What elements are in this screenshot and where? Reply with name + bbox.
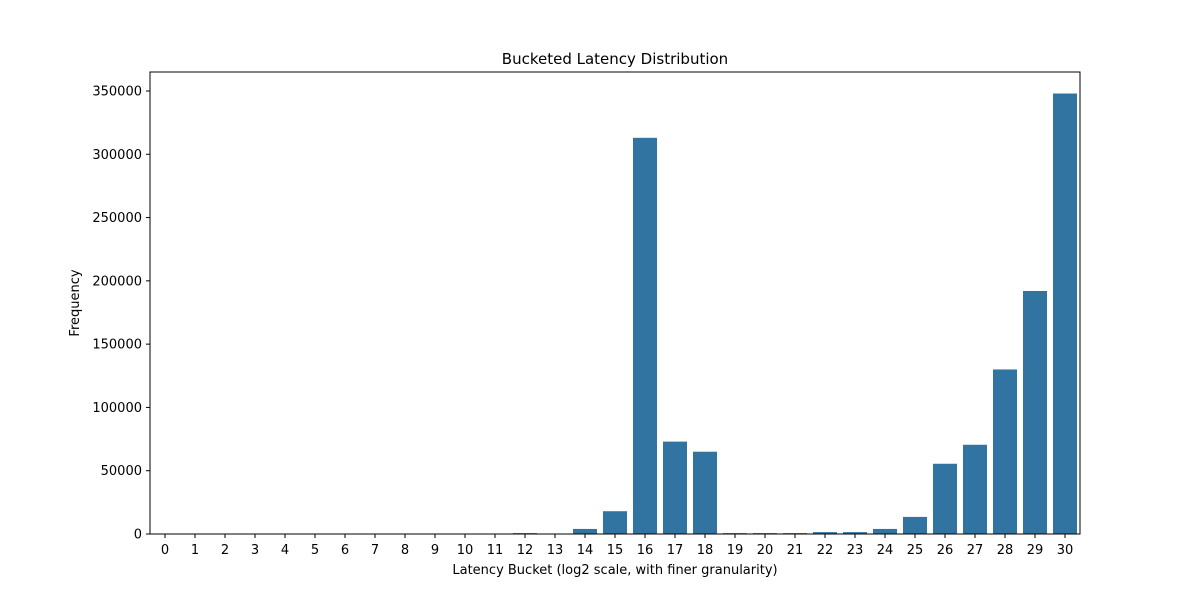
bar-14 xyxy=(573,528,597,534)
x-tick-label: 28 xyxy=(997,543,1014,558)
x-tick-label: 5 xyxy=(311,543,319,558)
x-tick-label: 21 xyxy=(787,543,804,558)
y-tick-label: 300000 xyxy=(92,148,142,163)
x-tick-label: 13 xyxy=(547,543,564,558)
x-tick-label: 2 xyxy=(221,543,229,558)
y-tick-label: 350000 xyxy=(92,84,142,99)
x-tick-label: 11 xyxy=(487,543,504,558)
x-tick-label: 14 xyxy=(577,543,594,558)
x-tick-label: 24 xyxy=(877,543,894,558)
bar-15 xyxy=(603,511,627,534)
x-axis: 0 1 2 3 4 5 6 7 8 9 10 11 12 13 14 15 16 17 18 19 20 21 22 23 24… xyxy=(161,534,1073,558)
x-tick-label: 15 xyxy=(607,543,624,558)
x-tick-label: 25 xyxy=(907,543,924,558)
x-tick-label: 10 xyxy=(457,543,474,558)
y-tick-label: 100000 xyxy=(92,401,142,416)
x-tick-label: 0 xyxy=(161,543,169,558)
x-tick-label: 23 xyxy=(847,543,864,558)
x-tick-label: 20 xyxy=(757,543,774,558)
x-tick-label: 4 xyxy=(281,543,289,558)
x-tick-label: 7 xyxy=(371,543,379,558)
bar-23 xyxy=(843,532,867,534)
bar-29 xyxy=(1023,290,1047,534)
y-axis-label: Frequency xyxy=(68,269,83,336)
x-tick-label: 19 xyxy=(727,543,744,558)
x-tick-label: 18 xyxy=(697,543,714,558)
bar-24 xyxy=(873,528,897,534)
x-tick-label: 12 xyxy=(517,543,534,558)
y-tick-label: 150000 xyxy=(92,338,142,353)
x-tick-label: 16 xyxy=(637,543,654,558)
bar-18 xyxy=(693,451,717,534)
bar-27 xyxy=(963,444,987,534)
x-tick-label: 17 xyxy=(667,543,684,558)
x-tick-label: 27 xyxy=(967,543,984,558)
x-tick-label: 9 xyxy=(431,543,439,558)
y-tick-label: 50000 xyxy=(101,464,142,479)
bar-25 xyxy=(903,516,927,534)
y-tick-label: 200000 xyxy=(92,274,142,289)
x-axis-label: Latency Bucket (log2 scale, with finer g… xyxy=(452,563,777,578)
bar-28 xyxy=(993,369,1017,534)
bar-22 xyxy=(813,532,837,534)
chart-title: Bucketed Latency Distribution xyxy=(502,50,728,68)
x-tick-label: 3 xyxy=(251,543,259,558)
x-tick-label: 22 xyxy=(817,543,834,558)
x-tick-label: 8 xyxy=(401,543,409,558)
x-tick-label: 29 xyxy=(1027,543,1044,558)
y-tick-label: 0 xyxy=(134,528,142,543)
plot-frame xyxy=(149,71,1081,535)
y-tick-label: 250000 xyxy=(92,211,142,226)
bars-group xyxy=(513,93,1077,534)
x-tick-label: 1 xyxy=(191,543,199,558)
bar-26 xyxy=(933,463,957,534)
y-axis: 0 50000 100000 150000 200000 250000 300000 3500… xyxy=(92,84,150,543)
x-tick-label: 6 xyxy=(341,543,349,558)
bar-30 xyxy=(1053,93,1077,534)
x-tick-label: 26 xyxy=(937,543,954,558)
x-tick-label: 30 xyxy=(1057,543,1074,558)
bar-16 xyxy=(633,137,657,534)
bar-17 xyxy=(663,441,687,534)
